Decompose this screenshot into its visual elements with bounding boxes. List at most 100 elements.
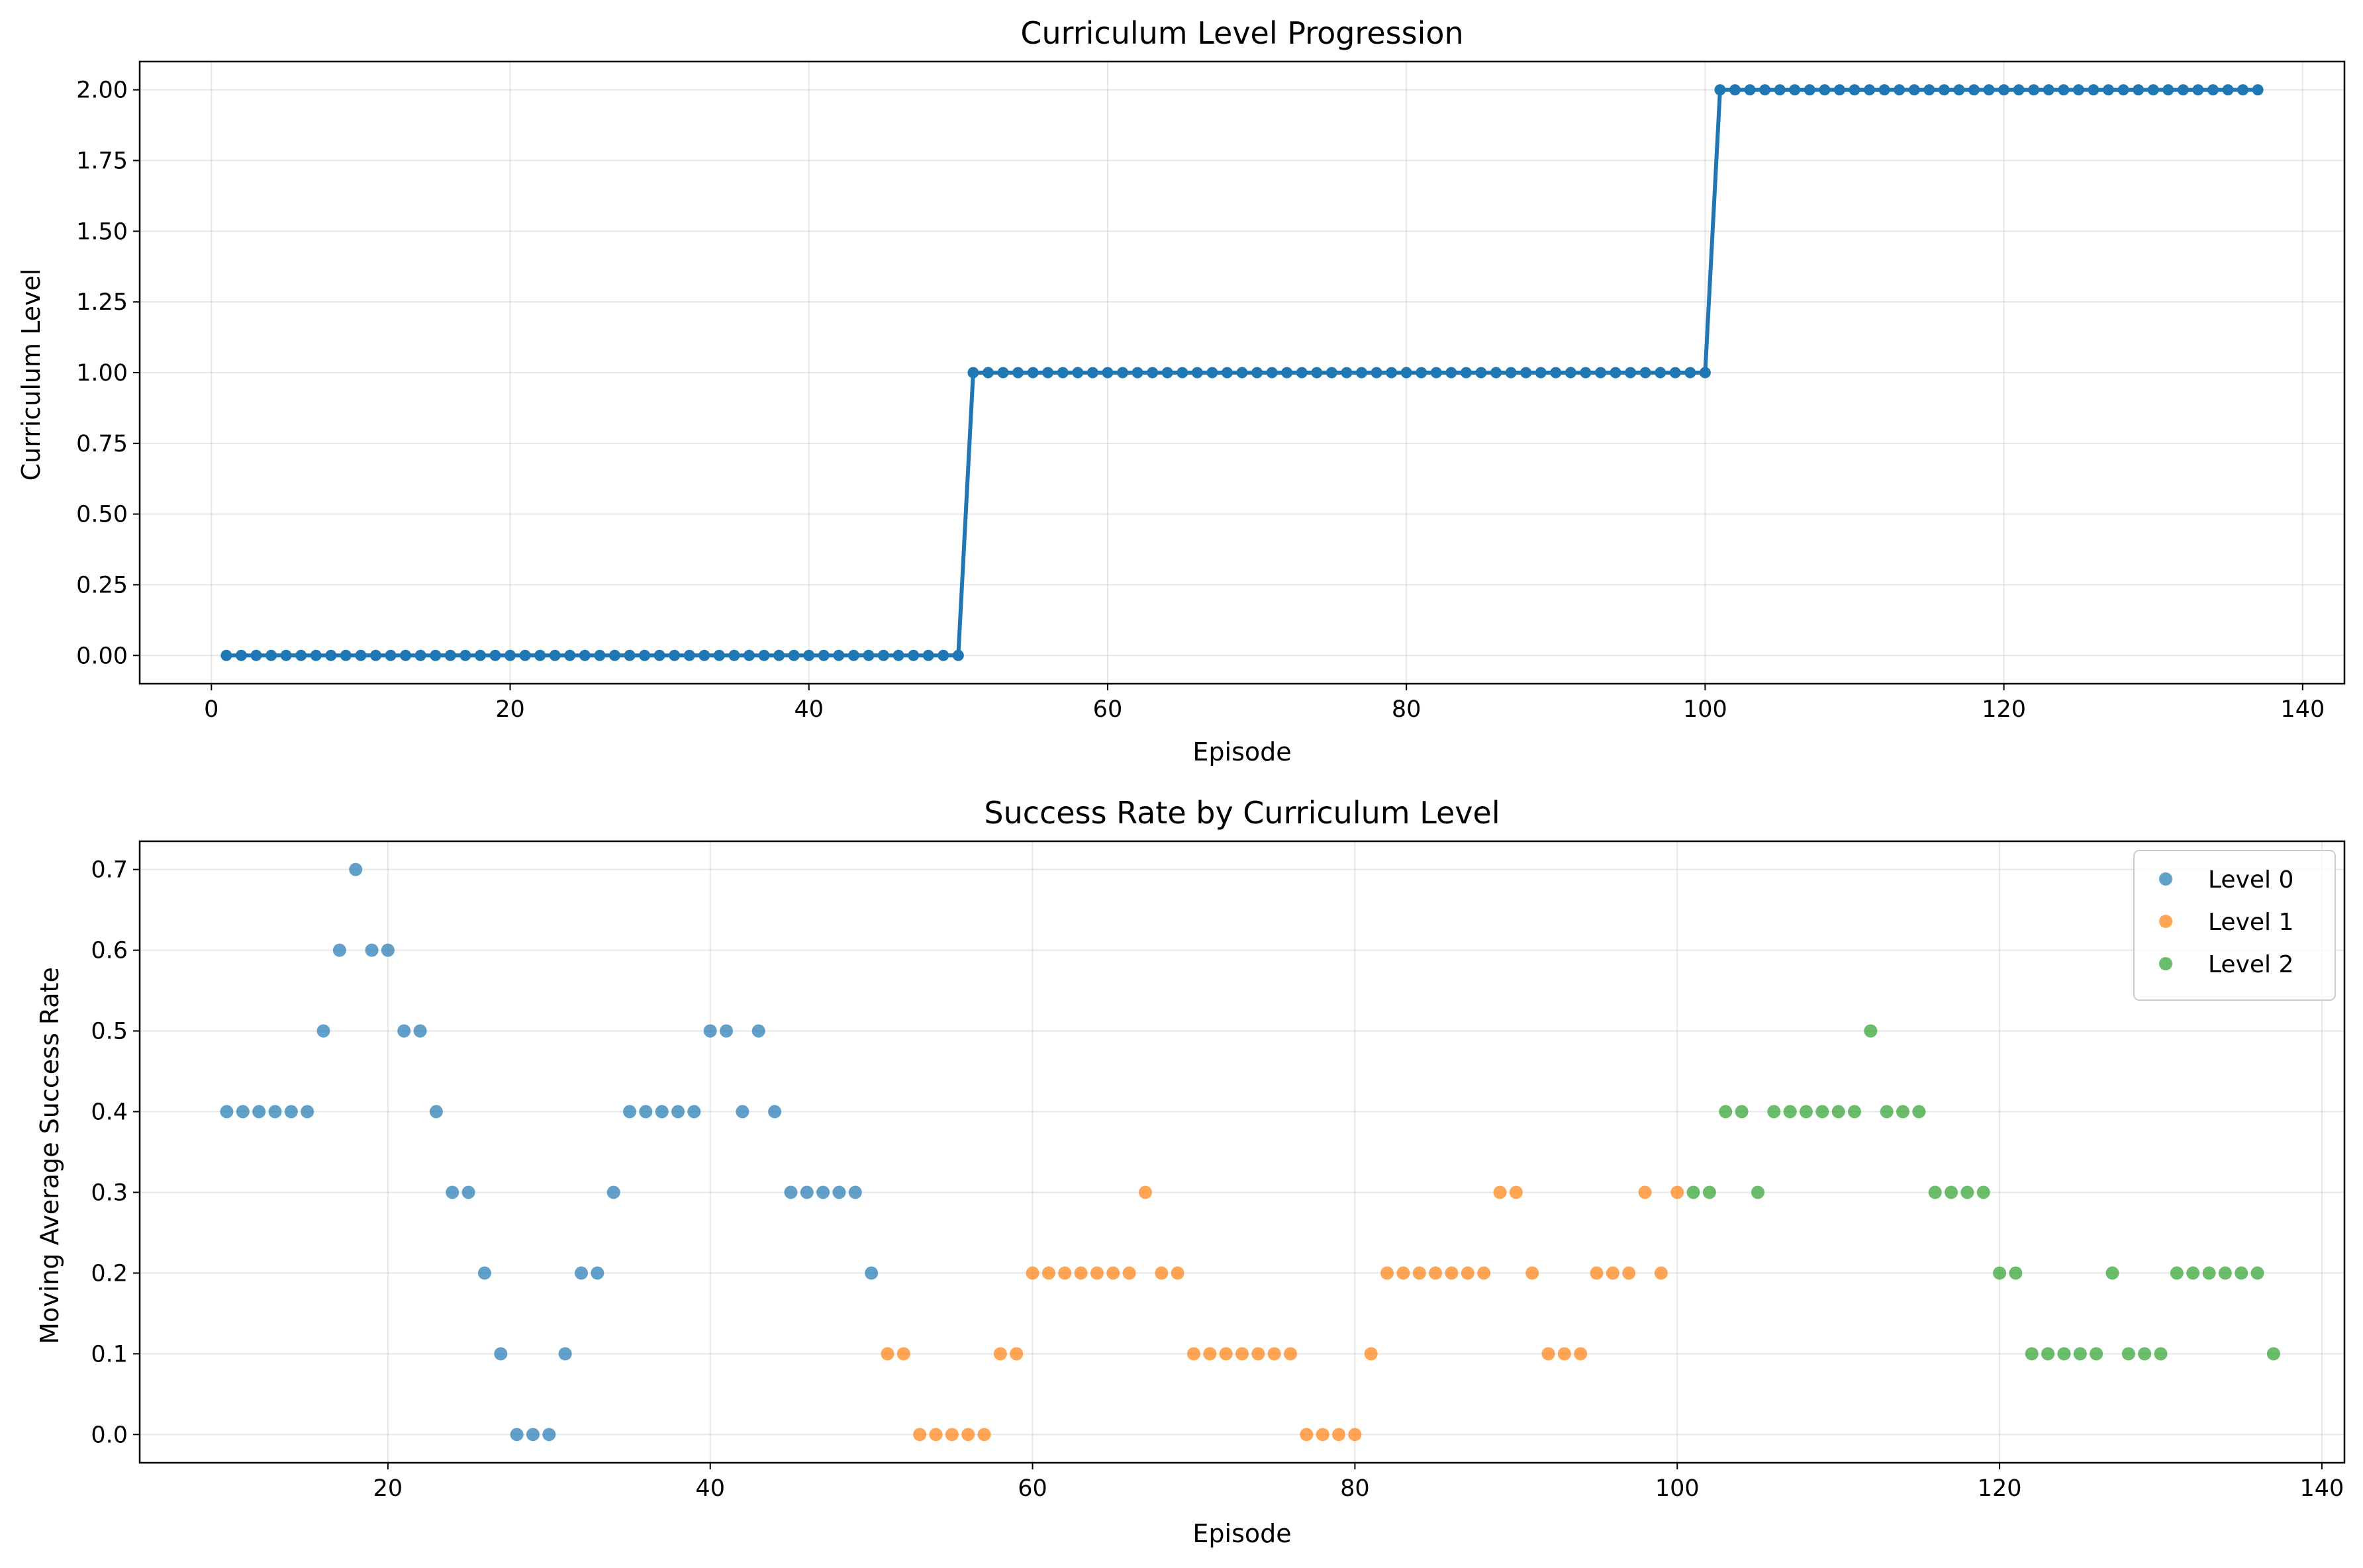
data-point xyxy=(385,649,397,661)
data-point xyxy=(1833,84,1845,96)
scatter-point xyxy=(1090,1266,1104,1280)
scatter-point xyxy=(1880,1105,1894,1119)
scatter-point xyxy=(913,1428,927,1442)
x-tick-label: 140 xyxy=(2280,696,2325,723)
scatter-point xyxy=(2073,1347,2087,1361)
scatter-point xyxy=(2266,1347,2280,1361)
scatter-point xyxy=(477,1266,491,1280)
scatter-point xyxy=(623,1105,636,1119)
x-tick-label: 20 xyxy=(373,1475,403,1502)
data-point xyxy=(997,367,1009,379)
scatter-point xyxy=(784,1185,798,1199)
data-point xyxy=(1281,367,1293,379)
scatter-point xyxy=(413,1024,427,1038)
scatter-point xyxy=(1186,1347,1200,1361)
data-point xyxy=(325,649,337,661)
data-point xyxy=(1804,84,1815,96)
y-tick-label: 0.25 xyxy=(76,572,128,598)
scatter-point xyxy=(1429,1266,1443,1280)
data-point xyxy=(1206,367,1218,379)
scatter-point xyxy=(1638,1185,1652,1199)
data-point xyxy=(1729,84,1741,96)
scatter-point xyxy=(1912,1105,1926,1119)
scatter-point xyxy=(1155,1266,1169,1280)
data-point xyxy=(1386,367,1398,379)
scatter-point xyxy=(1074,1266,1088,1280)
data-point xyxy=(220,649,232,661)
data-point xyxy=(1759,84,1771,96)
x-tick-label: 40 xyxy=(794,696,824,723)
x-axis-ticks: 0 20 40 60 80 100 120 140 xyxy=(204,684,2325,723)
scatter-point xyxy=(510,1428,524,1442)
data-point xyxy=(1505,367,1517,379)
scatter-point xyxy=(461,1185,475,1199)
scatter-point xyxy=(1541,1347,1555,1361)
data-point xyxy=(863,649,875,661)
series-level-1 xyxy=(881,1185,1684,1442)
data-point xyxy=(1983,84,1995,96)
scatter-point xyxy=(494,1347,508,1361)
scatter-point xyxy=(1364,1347,1378,1361)
y-tick-label: 1.00 xyxy=(76,360,128,387)
data-point xyxy=(982,367,994,379)
scatter-point xyxy=(671,1105,685,1119)
scatter-point xyxy=(1251,1347,1265,1361)
data-point xyxy=(1520,367,1532,379)
data-point xyxy=(1744,84,1756,96)
scatter-point xyxy=(1719,1105,1733,1119)
data-point xyxy=(1580,367,1592,379)
scatter-point xyxy=(848,1185,862,1199)
legend-box xyxy=(2133,850,2336,1001)
scatter-point xyxy=(2090,1347,2103,1361)
y-tick-label: 0.0 xyxy=(91,1422,128,1448)
scatter-point xyxy=(301,1105,314,1119)
success-rate-chart: Success Rate by Curriculum Level 20 40 60 8… xyxy=(35,795,2346,1548)
data-point xyxy=(2147,84,2159,96)
data-point xyxy=(1535,367,1547,379)
scatter-point xyxy=(687,1105,701,1119)
data-point xyxy=(1669,367,1681,379)
scatter-point xyxy=(1477,1266,1491,1280)
data-point xyxy=(2043,84,2054,96)
scatter-point xyxy=(2009,1266,2023,1280)
scatter-point xyxy=(2154,1347,2168,1361)
data-point xyxy=(1968,84,1980,96)
y-tick-label: 2.00 xyxy=(76,77,128,104)
scatter-point xyxy=(816,1185,830,1199)
data-point xyxy=(1221,367,1233,379)
scatter-point xyxy=(2170,1266,2184,1280)
y-tick-label: 0.2 xyxy=(91,1260,128,1287)
legend-label: Level 1 xyxy=(2208,909,2293,936)
y-axis-ticks: 0.0 0.1 0.2 0.3 0.4 0.5 0.6 0.7 xyxy=(91,857,140,1448)
data-point xyxy=(1639,367,1651,379)
data-point xyxy=(922,649,934,661)
scatter-point xyxy=(220,1105,234,1119)
scatter-point xyxy=(332,943,346,957)
scatter-point xyxy=(993,1347,1007,1361)
x-tick-label: 80 xyxy=(1340,1475,1370,1502)
data-point xyxy=(295,649,307,661)
data-point xyxy=(1161,367,1173,379)
scatter-point xyxy=(429,1105,443,1119)
data-point xyxy=(1042,367,1054,379)
data-point xyxy=(1326,367,1337,379)
scatter-point xyxy=(1574,1347,1588,1361)
data-point xyxy=(669,649,681,661)
scatter-point xyxy=(1058,1266,1072,1280)
data-point xyxy=(2117,84,2129,96)
data-point xyxy=(2133,84,2145,96)
scatter-point xyxy=(1041,1266,1055,1280)
scatter-point xyxy=(881,1347,894,1361)
y-tick-label: 0.7 xyxy=(91,857,128,884)
data-point xyxy=(2088,84,2099,96)
scatter-point xyxy=(751,1024,765,1038)
data-point xyxy=(1086,367,1098,379)
scatter-point xyxy=(1348,1428,1362,1442)
scatter-point xyxy=(736,1105,749,1119)
x-tick-label: 80 xyxy=(1392,696,1422,723)
data-point xyxy=(534,649,546,661)
data-point xyxy=(892,649,904,661)
data-point xyxy=(1147,367,1159,379)
scatter-point xyxy=(639,1105,653,1119)
